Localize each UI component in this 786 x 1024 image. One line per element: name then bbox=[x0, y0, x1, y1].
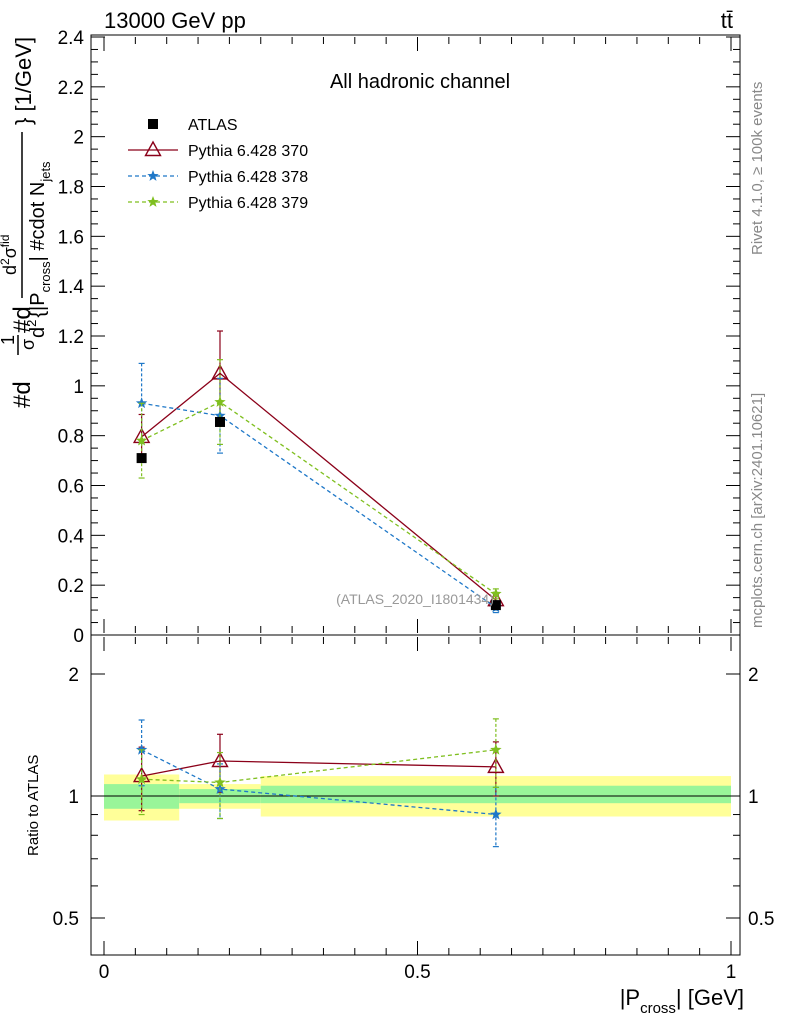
ratio-p378-point bbox=[490, 808, 502, 820]
rivet-version-label: Rivet 4.1.0, ≥ 100k events bbox=[749, 82, 766, 255]
analysis-watermark: (ATLAS_2020_I1801434) bbox=[336, 591, 494, 607]
legend-atlas-label: ATLAS bbox=[188, 117, 238, 134]
legend-p370-label: Pythia 6.428 370 bbox=[188, 143, 308, 160]
x-tick-label: 0 bbox=[99, 962, 110, 983]
y-tick-label: 1.2 bbox=[58, 327, 84, 348]
xlabel-sub: cross bbox=[640, 1000, 676, 1017]
ylabel-tail: } [1/GeV] bbox=[11, 37, 36, 125]
ylabel-num-sub: fid bbox=[0, 235, 12, 248]
ylabel-den-d: d bbox=[27, 327, 49, 338]
ratio-p379-point bbox=[214, 776, 226, 788]
ylabel-frac1-num: 1 bbox=[0, 335, 18, 345]
main-p378-line bbox=[141, 402, 497, 609]
legend-p370-marker bbox=[144, 140, 162, 157]
y-tick-label: 2.2 bbox=[58, 78, 84, 99]
ratio-plot-panel: 0.5 0.51 12 2 0 0.5 1 Ratio to ATLAS bbox=[25, 634, 775, 983]
ratio-y-tick-label: 2 bbox=[68, 665, 79, 686]
svg-text:d2{|Pcross| #cdot Njets: d2 {|Pcross| #cdot Njets bbox=[24, 161, 53, 338]
main-y-axis-label: #d 1 σ #d d2σfid d2{|Pcross| #cdot Njets… bbox=[0, 37, 53, 408]
ylabel-den-close: | #cdot N bbox=[27, 182, 49, 262]
ratio-p370-point bbox=[487, 757, 505, 774]
ratio-y-tick-label-right: 0.5 bbox=[748, 909, 774, 930]
ratio-p379-point bbox=[135, 773, 148, 785]
ylabel-den-open: {|P bbox=[27, 292, 49, 317]
ylabel-den-sub2: jets bbox=[38, 161, 53, 183]
main-y-axis: 0 0.2 0.4 0.6 0.8 1 1.2 1.4 1.6 1.8 2 2.2 2.4 bbox=[58, 28, 740, 647]
y-tick-label: 0.4 bbox=[58, 526, 85, 547]
ratio-y-tick-label: 1 bbox=[68, 787, 79, 808]
main-x-ticks bbox=[103, 37, 732, 633]
ylabel-den-sup: 2 bbox=[24, 320, 39, 327]
legend-p379-marker bbox=[147, 196, 159, 207]
ylabel-hash-d2: #d bbox=[9, 306, 36, 333]
y-tick-label: 0 bbox=[73, 626, 84, 647]
header-energy: 13000 GeV pp bbox=[104, 8, 246, 33]
svg-text:#d: #d bbox=[9, 381, 36, 408]
ratio-plot-frame bbox=[90, 634, 741, 956]
x-tick-label: 1 bbox=[726, 962, 737, 983]
main-atlas-point bbox=[214, 416, 225, 427]
x-tick-label: 0.5 bbox=[404, 962, 430, 983]
legend-p379-label: Pythia 6.428 379 bbox=[188, 195, 308, 212]
main-p370-line bbox=[141, 372, 497, 601]
main-plot-panel: 0 0.2 0.4 0.6 0.8 1 1.2 1.4 1.6 1.8 2 2.2 2.4 All ha… bbox=[58, 28, 741, 647]
ylabel-num-d: d bbox=[0, 265, 20, 275]
ratio-y-tick-label-right: 2 bbox=[748, 665, 759, 686]
main-p379-point bbox=[135, 434, 148, 446]
y-tick-label: 0.2 bbox=[58, 576, 84, 597]
y-tick-label: 1 bbox=[73, 377, 84, 398]
legend-p378-label: Pythia 6.428 378 bbox=[188, 169, 308, 186]
main-data-series bbox=[132, 330, 505, 614]
mcplots-label: mcplots.cern.ch [arXiv:2401.10621] bbox=[749, 393, 766, 628]
xlabel-pre: |P bbox=[620, 985, 640, 1010]
y-tick-label: 1.6 bbox=[58, 227, 84, 248]
ratio-p370-line bbox=[141, 760, 496, 777]
y-tick-label: 2.4 bbox=[58, 28, 85, 49]
legend: ATLAS Pythia 6.428 370 Pythia 6.428 378 Pyt… bbox=[128, 117, 308, 212]
ratio-y-axis-label: Ratio to ATLAS bbox=[25, 755, 42, 856]
ylabel-num-sigma: σ bbox=[0, 247, 20, 258]
legend-atlas-marker bbox=[148, 119, 158, 129]
ratio-y-tick-label-right: 1 bbox=[748, 787, 759, 808]
svg-text:d2σfid: d2σfid bbox=[0, 235, 20, 276]
ratio-y-axis: 0.5 0.5 1 1 2 2 bbox=[53, 665, 775, 930]
xlabel-post: | [GeV] bbox=[676, 985, 744, 1010]
main-atlas-point bbox=[490, 600, 501, 611]
header-process: tt̄ bbox=[721, 8, 733, 33]
y-tick-label: 1.8 bbox=[58, 178, 84, 199]
ylabel-den-sub: cross bbox=[38, 261, 53, 293]
ratio-y-tick-label: 0.5 bbox=[53, 909, 79, 930]
ylabel-num-sup: 2 bbox=[0, 258, 12, 265]
x-axis-label: |Pcross| [GeV] bbox=[620, 985, 744, 1017]
y-tick-label: 0.6 bbox=[58, 477, 84, 498]
main-p379-point bbox=[214, 396, 226, 407]
ratio-p379-point bbox=[490, 743, 502, 755]
main-p379-line bbox=[141, 401, 497, 595]
ratio-x-axis: 0 0.5 1 bbox=[99, 637, 737, 983]
plot-title: All hadronic channel bbox=[330, 71, 510, 93]
main-p379-point bbox=[490, 587, 502, 599]
ylabel-hash-d: #d bbox=[9, 381, 36, 408]
ratio-data-series bbox=[132, 718, 505, 848]
legend-p378-marker bbox=[147, 170, 159, 181]
y-tick-label: 2 bbox=[73, 128, 84, 149]
y-tick-label: 1.4 bbox=[58, 277, 85, 298]
main-atlas-point bbox=[136, 453, 147, 464]
ylabel-frac1-den: σ bbox=[18, 339, 38, 350]
y-tick-label: 0.8 bbox=[58, 427, 84, 448]
